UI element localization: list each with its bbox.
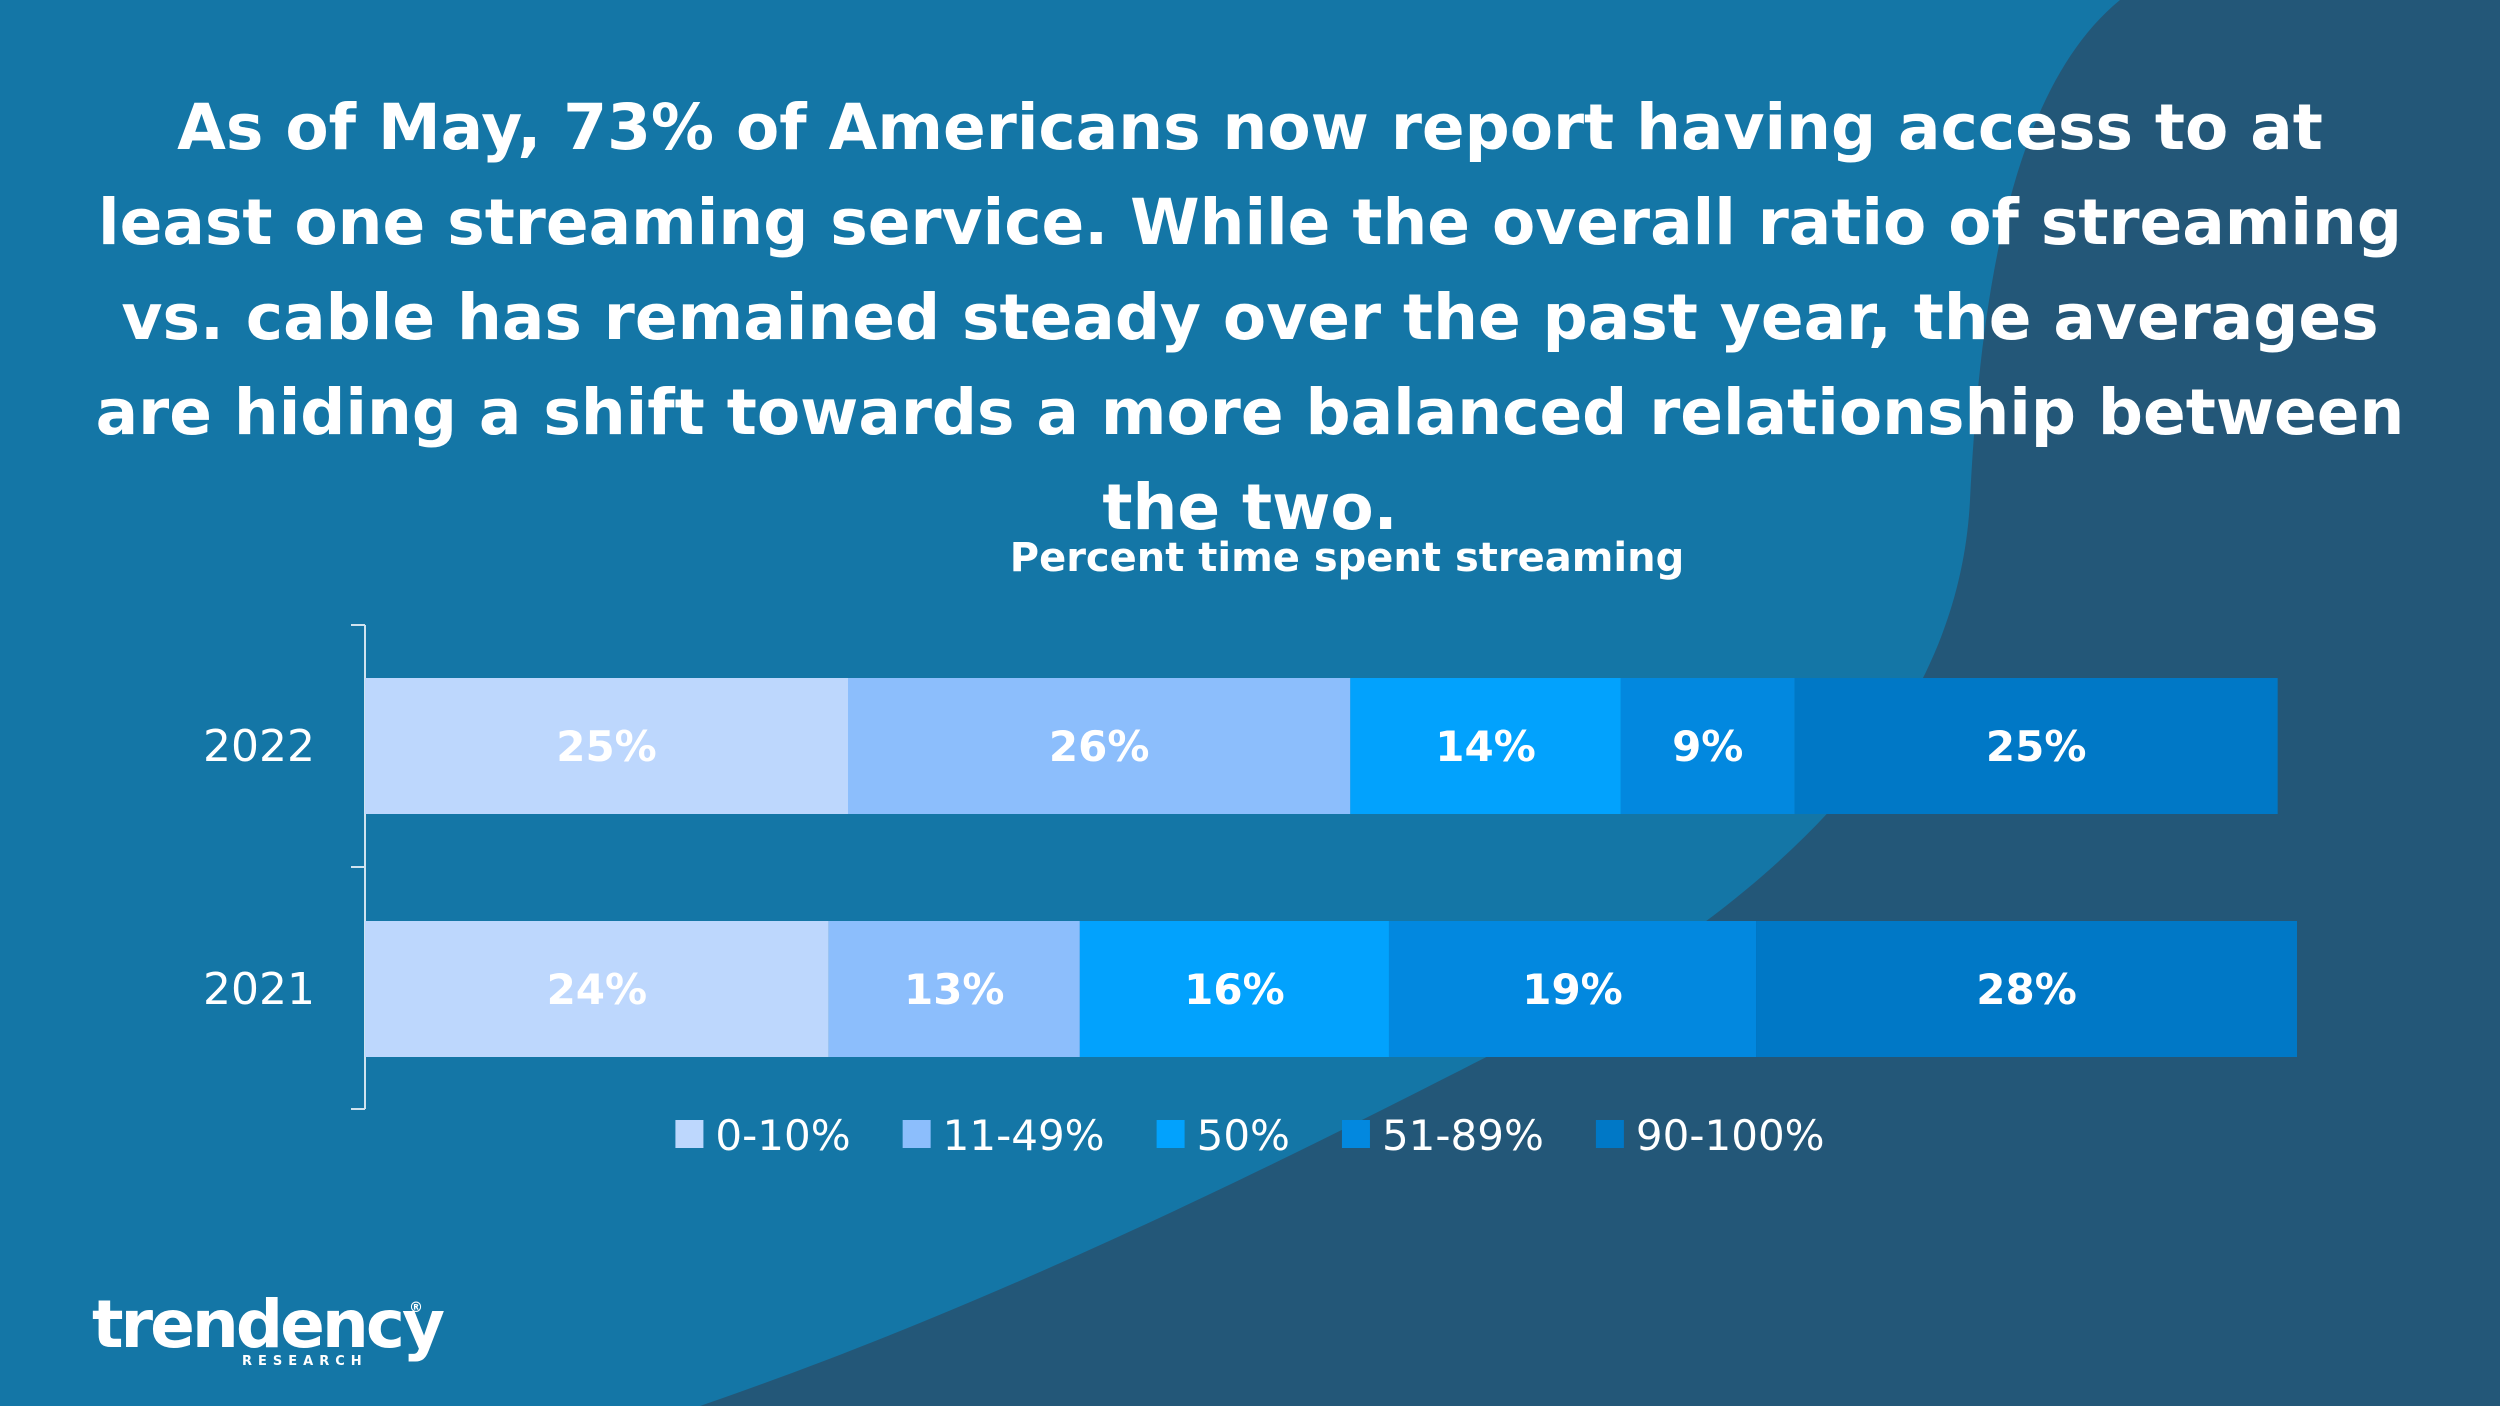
legend-label-90-100%: 90-100% — [1636, 1111, 1825, 1160]
trendency-logo: trendency ® RESEARCH — [92, 1286, 445, 1370]
bar-segment-2021-51-89% — [1388, 921, 1757, 1057]
legend-label-50%: 50% — [1197, 1111, 1290, 1160]
legend-swatch-11-49% — [902, 1120, 931, 1148]
bar-segment-2022-0-10% — [365, 678, 848, 814]
data-label-2022-51-89%: 9% — [1672, 722, 1743, 771]
legend-label-0-10%: 0-10% — [715, 1111, 850, 1160]
bar-segment-2021-90-100% — [1756, 921, 2297, 1057]
data-label-2021-11-49%: 13% — [904, 965, 1005, 1014]
bar-segment-2022-11-49% — [848, 678, 1351, 814]
data-label-2021-51-89%: 19% — [1522, 965, 1623, 1014]
category-label-2022: 2022 — [203, 721, 315, 772]
legend-label-11-49%: 11-49% — [943, 1111, 1105, 1160]
data-label-2022-0-10%: 25% — [556, 722, 657, 771]
chart-title: Percent time spent streaming — [1010, 535, 1684, 581]
logo-registered-mark: ® — [409, 1300, 423, 1316]
bar-segment-2021-11-49% — [828, 921, 1080, 1057]
data-label-2022-90-100%: 25% — [1986, 722, 2087, 771]
headline: As of May, 73% of Americans now report h… — [95, 91, 2405, 544]
bar-segment-2022-51-89% — [1620, 678, 1795, 814]
data-label-2021-0-10%: 24% — [547, 965, 648, 1014]
bar-segment-2021-50% — [1079, 921, 1389, 1057]
data-label-2022-50%: 14% — [1435, 722, 1536, 771]
bar-segment-2022-50% — [1350, 678, 1621, 814]
legend-label-51-89%: 51-89% — [1382, 1111, 1544, 1160]
legend-swatch-0-10% — [675, 1120, 704, 1148]
bar-segment-2021-0-10% — [365, 921, 829, 1057]
data-label-2021-50%: 16% — [1184, 965, 1285, 1014]
legend-swatch-51-89% — [1341, 1120, 1370, 1148]
category-label-2021: 2021 — [203, 964, 315, 1015]
data-label-2022-11-49%: 26% — [1049, 722, 1150, 771]
data-label-2021-90-100%: 28% — [1976, 965, 2077, 1014]
logo-wordmark: trendency — [92, 1286, 445, 1363]
bar-segment-2022-90-100% — [1794, 678, 2278, 814]
legend-swatch-90-100% — [1595, 1120, 1624, 1148]
legend-swatch-50% — [1156, 1120, 1185, 1148]
logo-subtitle: RESEARCH — [242, 1354, 368, 1369]
